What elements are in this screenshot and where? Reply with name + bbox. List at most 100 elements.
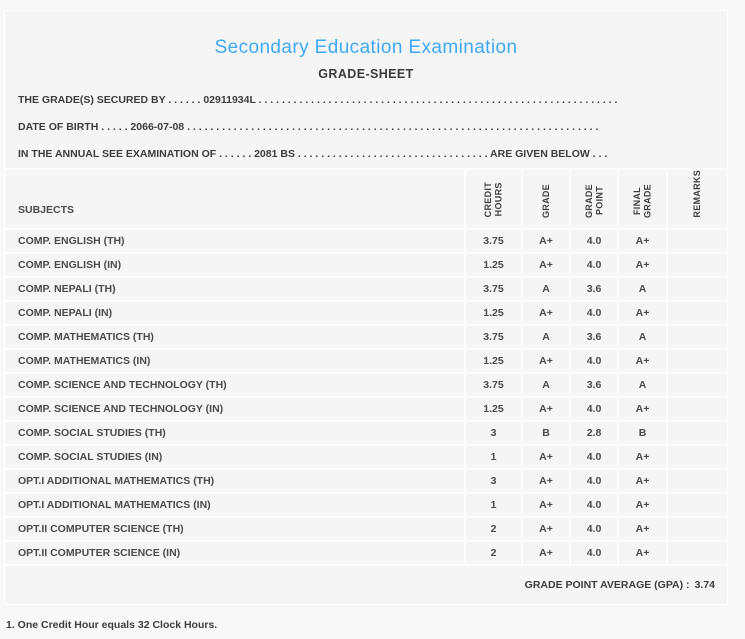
cell-grade: A — [521, 371, 570, 397]
table-row: COMP. MATHEMATICS (TH) 3.75 A 3.6 A — [5, 323, 727, 349]
cell-final-grade: A+ — [617, 467, 667, 493]
cell-subject: COMP. SCIENCE AND TECHNOLOGY (IN) — [5, 395, 465, 421]
cell-credit-hours: 1.25 — [464, 299, 522, 325]
cell-subject: COMP. ENGLISH (TH) — [5, 227, 465, 253]
cell-grade-point: 3.6 — [569, 323, 618, 349]
info-label-date-of-birth: DATE OF BIRTH — [18, 121, 99, 133]
cell-grade: A+ — [521, 251, 570, 277]
column-header-grade-point: GRADE POINT — [569, 168, 618, 229]
cell-credit-hours: 3.75 — [464, 371, 522, 397]
cell-grade-point: 4.0 — [569, 395, 618, 421]
cell-credit-hours: 1.25 — [464, 347, 522, 373]
cell-subject: COMP. NEPALI (IN) — [5, 299, 465, 325]
cell-credit-hours: 3 — [464, 467, 522, 493]
cell-final-grade: B — [617, 419, 667, 445]
info-line-date-of-birth: DATE OF BIRTH . . . . . 2066-07-08 . . .… — [18, 114, 714, 141]
cell-grade: A — [521, 275, 570, 301]
cell-subject: COMP. ENGLISH (IN) — [5, 251, 465, 277]
grade-sheet-card: Secondary Education Examination GRADE-SH… — [4, 10, 728, 605]
info-lines: THE GRADE(S) SECURED BY . . . . . . 0291… — [5, 87, 727, 168]
cell-credit-hours: 2 — [464, 515, 522, 541]
cell-grade: A+ — [521, 299, 570, 325]
cell-grade-point: 4.0 — [569, 227, 618, 253]
cell-credit-hours: 3.75 — [464, 275, 522, 301]
rotated-header-label: FINAL GRADE — [632, 183, 653, 218]
table-row: COMP. SCIENCE AND TECHNOLOGY (TH) 3.75 A 3.… — [5, 371, 727, 397]
cell-grade-point: 4.0 — [569, 347, 618, 373]
cell-final-grade: A+ — [617, 299, 667, 325]
table-row: COMP. SOCIAL STUDIES (TH) 3 B 2.8 B — [5, 419, 727, 445]
grade-sheet-subtitle: GRADE-SHEET — [318, 67, 414, 81]
cell-subject: OPT.I ADDITIONAL MATHEMATICS (TH) — [5, 467, 465, 493]
dotted-leader: . . . . . . . . . . . . . . . . . . . . … — [258, 94, 618, 106]
cell-final-grade: A+ — [617, 227, 667, 253]
dotted-leader: . . . . . . . . . . . . . . . . . . . . … — [187, 121, 599, 133]
footnote: 1. One Credit Hour equals 32 Clock Hours… — [0, 605, 745, 631]
cell-final-grade: A+ — [617, 491, 667, 517]
column-header-remarks: REMARKS — [666, 168, 727, 229]
column-header-grade: GRADE — [521, 168, 570, 229]
cell-grade-point: 4.0 — [569, 515, 618, 541]
cell-credit-hours: 3.75 — [464, 227, 522, 253]
table-row: OPT.I ADDITIONAL MATHEMATICS (TH) 3 A+ 4.0 A… — [5, 467, 727, 493]
grades-table: SUBJECTS CREDIT HOURS GRADE GRADE POINT … — [5, 168, 727, 566]
cell-subject: OPT.II COMPUTER SCIENCE (TH) — [5, 515, 465, 541]
cell-final-grade: A+ — [617, 347, 667, 373]
cell-subject: COMP. MATHEMATICS (IN) — [5, 347, 465, 373]
rotated-header-label: REMARKS — [692, 170, 703, 218]
cell-remarks — [666, 467, 727, 493]
cell-final-grade: A — [617, 323, 667, 349]
table-row: COMP. NEPALI (IN) 1.25 A+ 4.0 A+ — [5, 299, 727, 325]
cell-remarks — [666, 539, 727, 566]
cell-grade: A+ — [521, 515, 570, 541]
cell-grade: A+ — [521, 443, 570, 469]
grades-tbody: COMP. ENGLISH (TH) 3.75 A+ 4.0 A+ COMP. ENGLI… — [5, 227, 727, 566]
gpa-value: 3.74 — [694, 578, 715, 591]
dotted-leader: . . . . . . . . . . . . . . . . . . . . … — [297, 148, 488, 160]
info-label-examination-year: IN THE ANNUAL SEE EXAMINATION OF — [18, 148, 217, 160]
cell-credit-hours: 2 — [464, 539, 522, 566]
rotated-header-label: GRADE POINT — [583, 183, 605, 218]
cell-grade-point: 3.6 — [569, 275, 618, 301]
cell-final-grade: A+ — [617, 539, 667, 566]
column-header-subjects: SUBJECTS — [5, 168, 465, 229]
cell-grade: B — [521, 419, 570, 445]
cell-remarks — [666, 251, 727, 277]
cell-subject: COMP. SCIENCE AND TECHNOLOGY (TH) — [5, 371, 465, 397]
cell-remarks — [666, 371, 727, 397]
cell-grade: A+ — [521, 227, 570, 253]
cell-grade-point: 4.0 — [569, 299, 618, 325]
cell-remarks — [666, 395, 727, 421]
table-row: COMP. SOCIAL STUDIES (IN) 1 A+ 4.0 A+ — [5, 443, 727, 469]
info-line-grades-secured-by: THE GRADE(S) SECURED BY . . . . . . 0291… — [18, 87, 714, 114]
cell-grade-point: 2.8 — [569, 419, 618, 445]
cell-grade: A — [521, 323, 570, 349]
dotted-leader: . . . . . — [101, 121, 128, 133]
cell-remarks — [666, 299, 727, 325]
cell-grade: A+ — [521, 491, 570, 517]
page-title: Secondary Education Examination — [214, 37, 518, 58]
gpa-row: GRADE POINT AVERAGE (GPA) : 3.74 — [5, 566, 727, 604]
cell-final-grade: A+ — [617, 395, 667, 421]
cell-credit-hours: 1 — [464, 491, 522, 517]
table-row: OPT.II COMPUTER SCIENCE (TH) 2 A+ 4.0 A+ — [5, 515, 727, 541]
rotated-header-label: GRADE — [540, 183, 551, 218]
cell-grade-point: 3.6 — [569, 371, 618, 397]
cell-subject: OPT.II COMPUTER SCIENCE (IN) — [5, 539, 465, 566]
footnote-text: 1. One Credit Hour equals 32 Clock Hours… — [6, 618, 218, 631]
cell-credit-hours: 1 — [464, 443, 522, 469]
cell-remarks — [666, 491, 727, 517]
cell-grade: A+ — [521, 467, 570, 493]
gpa-label: GRADE POINT AVERAGE (GPA) : — [524, 578, 690, 591]
table-row: COMP. ENGLISH (IN) 1.25 A+ 4.0 A+ — [5, 251, 727, 277]
cell-grade: A+ — [521, 395, 570, 421]
table-row: COMP. NEPALI (TH) 3.75 A 3.6 A — [5, 275, 727, 301]
symbol-number-value: 02911934L — [203, 94, 256, 106]
info-line-examination-year: IN THE ANNUAL SEE EXAMINATION OF . . . .… — [18, 141, 714, 168]
dotted-leader: . . . . . . — [168, 94, 201, 106]
cell-credit-hours: 3 — [464, 419, 522, 445]
cell-final-grade: A+ — [617, 515, 667, 541]
cell-grade-point: 4.0 — [569, 491, 618, 517]
cell-remarks — [666, 515, 727, 541]
